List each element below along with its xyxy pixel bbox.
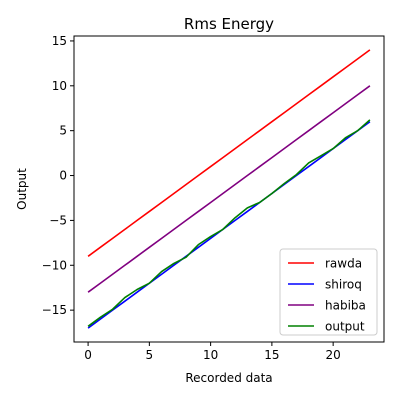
y-tick-label: −5 bbox=[49, 213, 67, 227]
y-tick-label: −10 bbox=[42, 258, 67, 272]
y-tick-label: 15 bbox=[52, 34, 67, 48]
ticks-layer: 0 5 10 15 20 −15 −10 −5 0 5 10 15 bbox=[42, 34, 341, 362]
y-tick-label: 10 bbox=[52, 79, 67, 93]
y-axis-label: Output bbox=[15, 168, 29, 210]
x-tick-label: 10 bbox=[203, 348, 218, 362]
legend-box bbox=[279, 248, 378, 336]
x-tick-label: 5 bbox=[146, 348, 154, 362]
series-layer bbox=[87, 49, 371, 329]
legend-label-rawda: rawda bbox=[325, 257, 362, 271]
x-tick-label: 0 bbox=[84, 348, 92, 362]
x-tick-label: 20 bbox=[326, 348, 341, 362]
y-tick-label: 0 bbox=[59, 169, 67, 183]
series-line-shiroq bbox=[87, 121, 371, 329]
y-tick-label: 5 bbox=[59, 124, 67, 138]
chart-title: Rms Energy bbox=[184, 15, 274, 33]
x-axis-label: Recorded data bbox=[185, 371, 272, 385]
legend-label-habiba: habiba bbox=[325, 299, 366, 313]
y-tick-label: −15 bbox=[42, 303, 67, 317]
legend: rawda shiroq habiba output bbox=[279, 248, 378, 336]
plot-frame bbox=[73, 35, 385, 343]
legend-label-output: output bbox=[325, 320, 365, 334]
x-tick-label: 15 bbox=[264, 348, 279, 362]
series-line-output bbox=[87, 119, 371, 327]
legend-label-shiroq: shiroq bbox=[325, 278, 362, 292]
series-line-habiba bbox=[87, 85, 371, 293]
series-line-rawda bbox=[87, 49, 371, 257]
